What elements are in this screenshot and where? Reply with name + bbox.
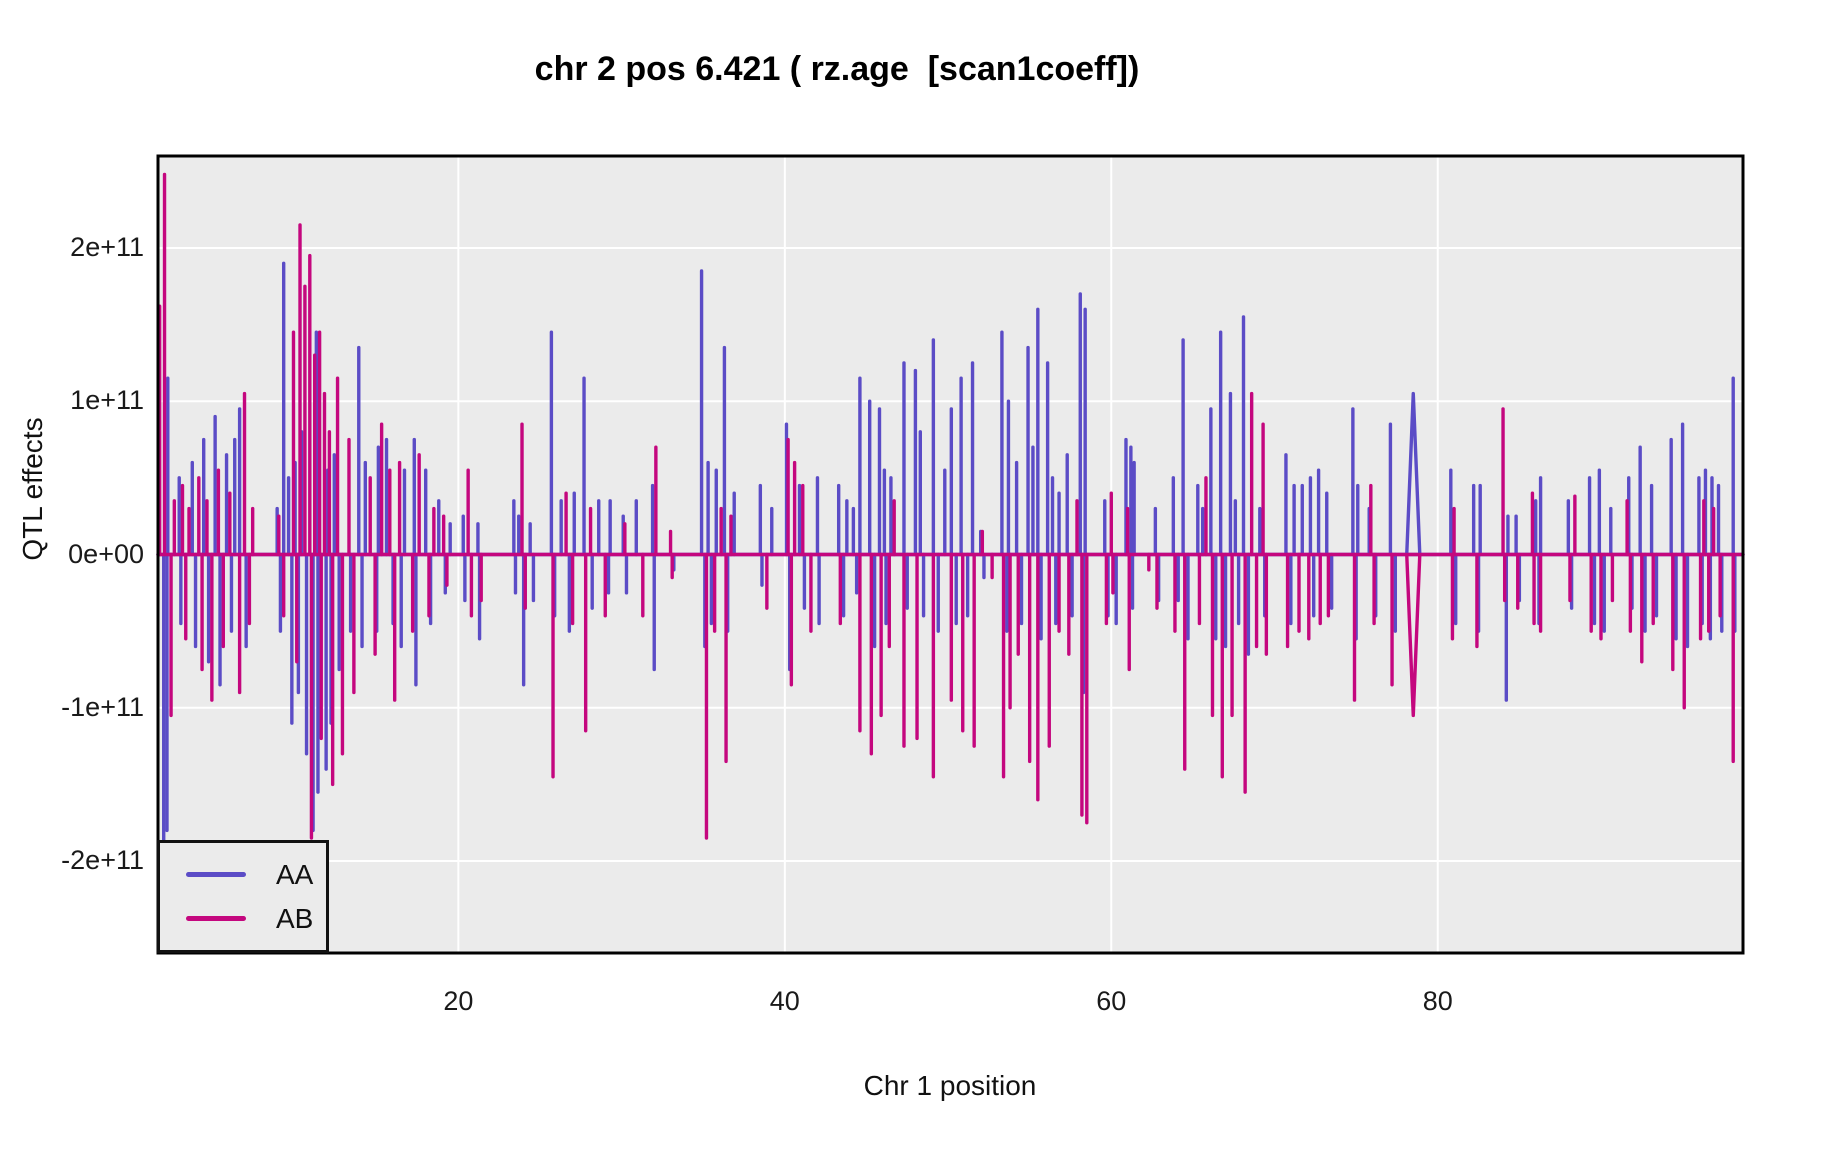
x-axis-title: Chr 1 position (863, 1070, 1037, 1101)
y-tick-label: 1e+11 (70, 385, 144, 416)
panel-border (156, 154, 1745, 955)
x-tick-label: 40 (769, 986, 800, 1016)
triangle-peak-ab (1405, 554, 1422, 718)
y-tick-label: 0e+00 (68, 538, 144, 569)
page-title: chr 2 pos 6.421 ( rz.age [scan1coeff]) (534, 50, 1140, 88)
legend-swatch-aa (186, 872, 246, 877)
x-tick-label: 80 (1422, 986, 1453, 1016)
y-tick-label: -1e+11 (61, 691, 144, 722)
x-tick-label: 60 (1096, 986, 1127, 1016)
legend-label-ab: AB (276, 902, 314, 934)
y-tick-label: 2e+11 (70, 231, 144, 262)
legend-item-aa: AA (160, 859, 326, 891)
legend: AA AB (157, 840, 329, 953)
legend-swatch-ab (186, 916, 246, 921)
legend-label-aa: AA (276, 858, 314, 890)
triangle-peak-aa (1405, 391, 1422, 555)
legend-item-ab: AB (160, 903, 326, 935)
x-tick-label: 20 (443, 986, 474, 1016)
y-tick-label: -2e+11 (61, 845, 144, 876)
